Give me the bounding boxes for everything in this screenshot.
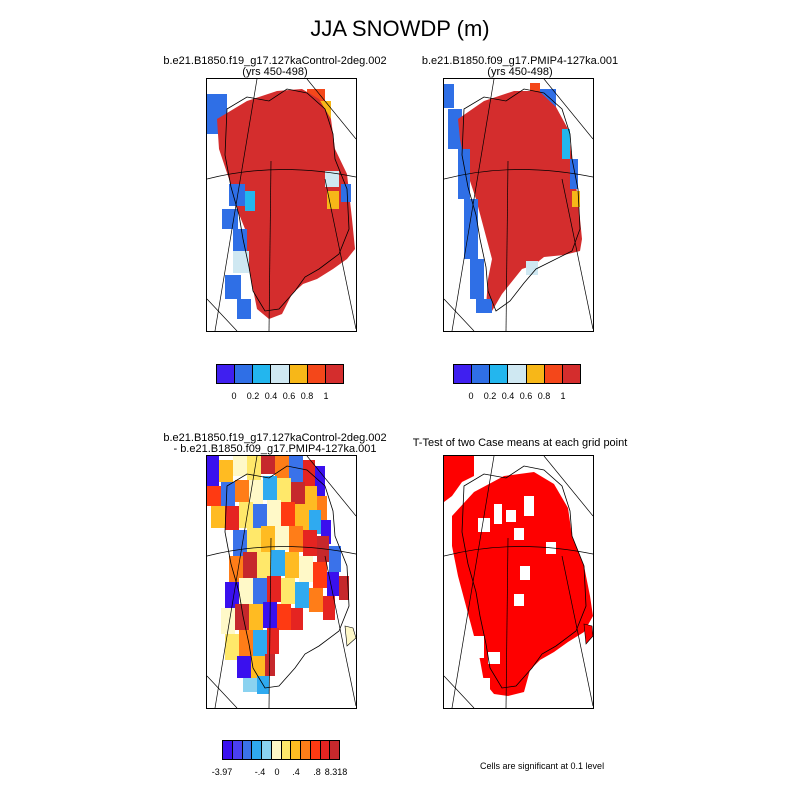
panel-1-title: b.e21.B1850.f19_g17.127kaControl-2deg.00…: [140, 56, 410, 78]
colorbar-tick-label: 0.6: [519, 391, 533, 401]
colorbar-tick-label: 1: [323, 391, 329, 401]
panel-3-title-line2: - b.e21.B1850.f09_g17.PMIP4-127ka.001: [173, 443, 377, 455]
colorbar-tick-label: 0.8: [537, 391, 551, 401]
colorbar-tick-label: 0: [468, 391, 474, 401]
colorbar-swatch: [271, 365, 290, 383]
map-panel-ttest: [443, 455, 594, 709]
colorbar-swatch: [330, 741, 339, 759]
colorbar-swatch: [490, 365, 509, 383]
colorbar-tick-label: 0.2: [246, 391, 260, 401]
map-panel-difference: [206, 455, 357, 709]
colorbar-tick-label: -3.97: [211, 767, 233, 777]
panel-2-title-line2: (yrs 450-498): [487, 66, 553, 78]
colorbar-swatch: [291, 741, 301, 759]
colorbar-swatch: [235, 365, 254, 383]
colorbar-tick-label: 0.4: [501, 391, 515, 401]
coastline: [224, 88, 350, 312]
colorbar-swatch: [307, 365, 326, 383]
greenland-map-pmip4: [444, 79, 593, 331]
greenland-map-difference: [207, 456, 356, 708]
colorbar-swatch: [472, 365, 491, 383]
snow-depth-cells: [444, 83, 582, 313]
iceland-outline: [344, 625, 356, 647]
colorbar-tick-label: -.4: [254, 767, 266, 777]
colorbar-difference-labels: -3.97 -.4 0 .4 .8 8.318: [212, 767, 348, 779]
colorbar-tick-label: .4: [292, 767, 300, 777]
panel-2-title-line1: b.e21.B1850.f09_g17.PMIP4-127ka.001: [421, 55, 619, 67]
coastline: [461, 465, 587, 689]
colorbar-swatch: [454, 365, 473, 383]
colorbar-swatch: [289, 365, 308, 383]
map-panel-control: [206, 78, 357, 332]
colorbar-tick-label: 0.4: [264, 391, 278, 401]
greenland-map-ttest: [444, 456, 593, 708]
colorbar-tick-label: 0.6: [282, 391, 296, 401]
panel-1-title-line2: (yrs 450-498): [242, 66, 308, 78]
colorbar-tick-label: 0: [231, 391, 237, 401]
colorbar-tick-label: 0: [274, 767, 280, 777]
snow-depth-cells: [207, 89, 355, 319]
colorbar-tick-label: 8.318: [324, 767, 348, 777]
figure-title: JJA SNOWDP (m): [310, 16, 490, 41]
colorbar-swatch: [223, 741, 233, 759]
colorbar-swatch: [526, 365, 545, 383]
significance-cells: [444, 456, 593, 696]
panel-3-title-line1: b.e21.B1850.f19_g17.127kaControl-2deg.00…: [163, 432, 387, 444]
colorbar-swatch: [562, 365, 580, 383]
colorbar-tick-label: 0.2: [483, 391, 497, 401]
coastline: [461, 88, 581, 312]
colorbar-swatch: [325, 365, 343, 383]
colorbar-swatch: [544, 365, 563, 383]
colorbar-control-labels: 0 0.2 0.4 0.6 0.8 1: [216, 391, 344, 403]
colorbar-swatch: [262, 741, 272, 759]
panel-2-title: b.e21.B1850.f09_g17.PMIP4-127ka.001 (yrs…: [400, 56, 640, 78]
colorbar-tick-label: 1: [560, 391, 566, 401]
colorbar-tick-label: .8: [313, 767, 321, 777]
colorbar-swatch: [310, 741, 321, 759]
colorbar-swatch: [271, 741, 282, 759]
colorbar-swatch: [301, 741, 311, 759]
colorbar-swatch: [252, 741, 262, 759]
colorbar-control: [216, 364, 344, 384]
colorbar-swatch: [242, 741, 253, 759]
colorbar-difference: [222, 740, 340, 760]
panel-3-title: b.e21.B1850.f19_g17.127kaControl-2deg.00…: [140, 433, 410, 455]
iceland-outline: [583, 623, 593, 645]
colorbar-tick-label: 0.8: [300, 391, 314, 401]
colorbar-swatch: [253, 365, 272, 383]
panel-1-title-line1: b.e21.B1850.f19_g17.127kaControl-2deg.00…: [163, 55, 387, 67]
significance-note: Cells are significant at 0.1 level: [480, 761, 605, 771]
panel-4-title-line1: T-Test of two Case means at each grid po…: [412, 437, 628, 449]
panel-4-title: T-Test of two Case means at each grid po…: [400, 438, 640, 449]
coastline: [224, 465, 350, 689]
colorbar-swatch: [232, 741, 243, 759]
map-panel-pmip4: [443, 78, 594, 332]
colorbar-swatch: [217, 365, 236, 383]
greenland-map-control: [207, 79, 356, 331]
difference-cells: [207, 456, 349, 694]
colorbar-pmip4-labels: 0 0.2 0.4 0.6 0.8 1: [453, 391, 581, 403]
colorbar-swatch: [281, 741, 292, 759]
colorbar-pmip4: [453, 364, 581, 384]
colorbar-swatch: [508, 365, 527, 383]
colorbar-swatch: [320, 741, 331, 759]
